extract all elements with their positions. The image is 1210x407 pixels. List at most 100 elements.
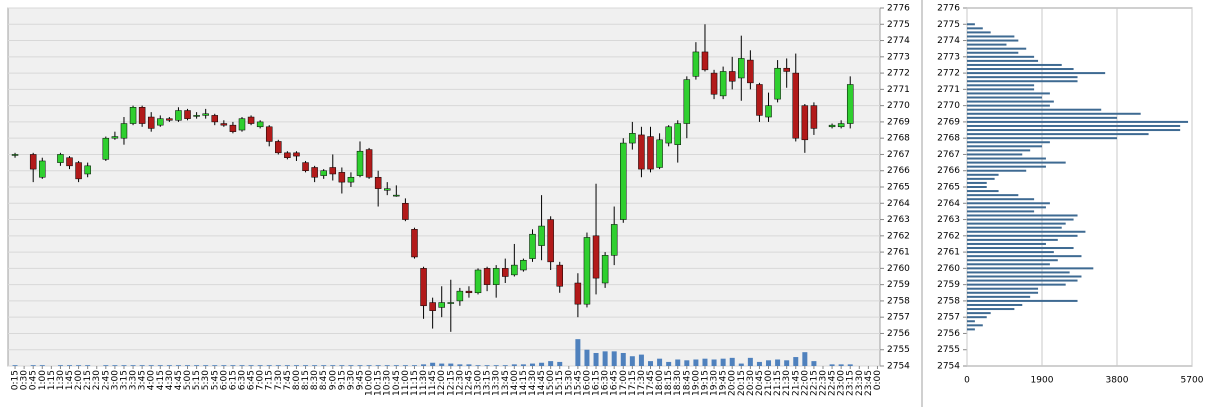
volume-bar (620, 352, 626, 366)
volume-bar (638, 354, 644, 366)
y-tick-label: 2756 (887, 329, 910, 339)
x-tick-label: 1:45 (65, 370, 75, 390)
x-tick-label: 13:30 (492, 370, 502, 396)
x-tick-label: 0:00 (873, 370, 883, 390)
profile-bar (967, 283, 1066, 286)
volume-bar (466, 364, 472, 366)
volume-bar (793, 357, 799, 366)
profile-bar (967, 153, 1023, 156)
candle-body (474, 269, 482, 294)
volume-bar (520, 364, 526, 366)
x-tick-label: 17:15 (628, 370, 638, 396)
x-tick-label: 21:15 (773, 370, 783, 396)
candle-body (810, 105, 818, 129)
profile-bar (967, 76, 1078, 79)
profile-bar (967, 157, 1046, 160)
volume-bar (684, 360, 690, 366)
candle-body (638, 134, 645, 170)
volume-bar (239, 365, 245, 366)
volume-bar (402, 365, 408, 366)
x-tick-label: 9:30 (346, 370, 356, 390)
profile-bar (967, 242, 1046, 245)
y-tick-label: 2761 (887, 248, 910, 258)
candle-body (728, 71, 736, 82)
x-tick-label: 20:45 (755, 370, 765, 396)
y-tick-label: 2768 (887, 134, 910, 144)
x-tick-label: 8:45 (319, 370, 329, 390)
x-tick-label: 23:00 (837, 370, 847, 396)
y-tick-label: 2759 (887, 280, 910, 290)
x-tick-label: 1:00 (38, 370, 48, 390)
volume-bar (829, 364, 835, 366)
profile-bar (967, 222, 1066, 225)
x-tick-label: 11:30 (419, 370, 429, 396)
volume-bar (629, 356, 635, 366)
x-tick-label: 1:30 (56, 370, 66, 390)
volume-bar (121, 365, 127, 366)
x-tick-label: 14:00 (510, 370, 520, 396)
volume-bar (39, 365, 45, 366)
profile-bar (967, 92, 1050, 95)
candle-body (574, 282, 582, 305)
x-tick-label: 3800 (1106, 376, 1129, 386)
profile-bar (967, 47, 1027, 50)
candle-body (837, 123, 845, 128)
volume-bar (57, 365, 63, 366)
x-tick-label: 12:45 (464, 370, 474, 396)
x-tick-label: 14:45 (537, 370, 547, 396)
volume-bar (393, 365, 399, 366)
x-tick-label: 1:15 (47, 370, 57, 390)
candle-body (338, 172, 346, 183)
x-tick-label: 23:45 (864, 370, 874, 396)
candle-body (747, 59, 754, 84)
y-tick-label: 2775 (937, 20, 960, 30)
profile-bar (967, 149, 1031, 152)
volume-bar (212, 365, 218, 366)
x-tick-label: 23:15 (846, 370, 856, 396)
candle-body (11, 154, 19, 156)
profile-bar (967, 312, 991, 315)
volume-bar (529, 363, 535, 366)
candle-body (520, 259, 527, 271)
candle-body (383, 188, 391, 191)
x-tick-label: 14:15 (519, 370, 529, 396)
candle-body (710, 72, 718, 95)
volume-bar (185, 365, 191, 366)
x-tick-label: 9:00 (328, 370, 338, 390)
volume-bar (439, 363, 445, 366)
y-tick-label: 2766 (937, 166, 960, 176)
profile-bar (967, 177, 995, 180)
x-tick-label: 10:00 (365, 370, 375, 396)
volume-bar (166, 365, 172, 366)
profile-bar (967, 308, 1015, 311)
x-tick-label: 0:30 (20, 370, 30, 390)
profile-bar (967, 291, 1039, 294)
candle-body (393, 194, 400, 197)
volume-bar (584, 349, 590, 366)
profile-bar (967, 198, 1035, 201)
x-tick-label: 19:45 (719, 370, 729, 396)
profile-bar (967, 43, 1007, 46)
profile-bar (967, 31, 991, 34)
profile-bar (967, 108, 1102, 111)
x-tick-label: 4:30 (165, 370, 175, 390)
profile-bar (967, 88, 1035, 91)
candle-body (202, 113, 209, 116)
candle-body (247, 116, 255, 124)
candle-body (320, 170, 327, 176)
profile-bar (967, 255, 1082, 258)
x-tick-label: 3:30 (129, 370, 139, 390)
x-tick-label: 22:30 (818, 370, 828, 396)
profile-bar (967, 133, 1149, 136)
profile-bar (967, 299, 1078, 302)
volume-bar (175, 365, 181, 366)
volume-bar (30, 365, 36, 366)
candle-body (601, 255, 609, 284)
profile-bar (967, 320, 975, 323)
x-tick-label: 19:00 (691, 370, 701, 396)
profile-bar (967, 316, 987, 319)
candle-body (166, 118, 173, 121)
volume-bar (357, 365, 363, 366)
x-tick-label: 1900 (1031, 376, 1054, 386)
profile-bar (967, 23, 975, 26)
